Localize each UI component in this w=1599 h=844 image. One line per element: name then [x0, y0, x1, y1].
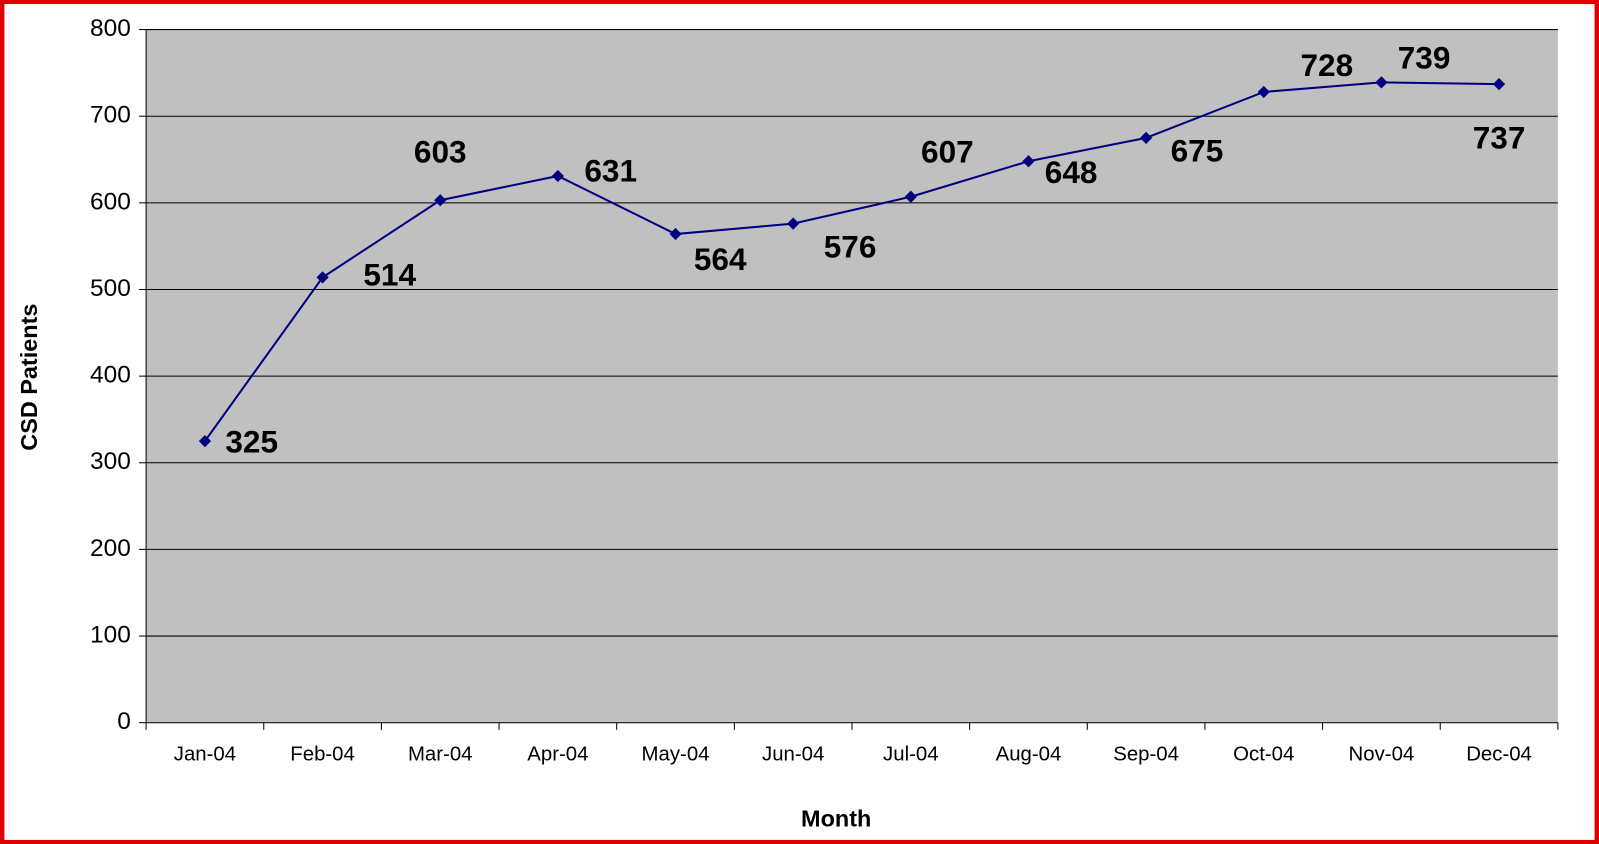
y-tick-label: 800 [90, 15, 131, 42]
data-label: 576 [824, 228, 877, 264]
y-axis-title: CSD Patients [16, 304, 42, 451]
x-tick-label: Feb-04 [290, 744, 355, 766]
data-label: 728 [1300, 47, 1353, 83]
y-tick-label: 0 [117, 708, 131, 735]
x-tick-label: May-04 [642, 744, 710, 766]
x-tick-label: Sep-04 [1113, 744, 1179, 766]
y-tick-label: 700 [90, 102, 131, 129]
y-tick-label: 600 [90, 188, 131, 215]
y-tick-label: 500 [90, 275, 131, 302]
x-tick-label: Mar-04 [408, 744, 473, 766]
data-label: 514 [363, 257, 416, 293]
data-label: 603 [414, 134, 467, 170]
data-label: 737 [1473, 120, 1526, 156]
data-marker [787, 217, 800, 230]
data-label: 564 [694, 241, 747, 277]
data-label: 675 [1171, 132, 1224, 168]
data-label: 739 [1398, 39, 1451, 75]
x-tick-label: Jul-04 [883, 744, 939, 766]
y-tick-label: 200 [90, 535, 131, 562]
x-tick-label: Dec-04 [1466, 744, 1532, 766]
x-tick-label: Oct-04 [1233, 744, 1294, 766]
data-label: 648 [1045, 154, 1098, 190]
data-label: 631 [584, 152, 637, 188]
x-tick-label: Jan-04 [174, 744, 236, 766]
data-marker [669, 227, 682, 241]
data-label: 607 [921, 133, 974, 169]
x-tick-label: Jun-04 [762, 744, 824, 766]
data-marker [1139, 131, 1153, 144]
x-tick-label: Apr-04 [527, 744, 588, 766]
data-marker [1492, 78, 1506, 91]
data-marker [198, 434, 212, 448]
x-tick-label: Nov-04 [1349, 744, 1415, 766]
y-tick-label: 400 [90, 362, 131, 389]
x-axis-title: Month [801, 806, 871, 832]
x-tick-label: Aug-04 [996, 744, 1062, 766]
data-label: 325 [225, 424, 278, 460]
y-tick-label: 300 [90, 448, 131, 475]
series-line [204, 81, 1500, 442]
data-marker [434, 194, 447, 207]
y-tick-label: 100 [90, 622, 131, 649]
data-marker [1257, 85, 1270, 99]
